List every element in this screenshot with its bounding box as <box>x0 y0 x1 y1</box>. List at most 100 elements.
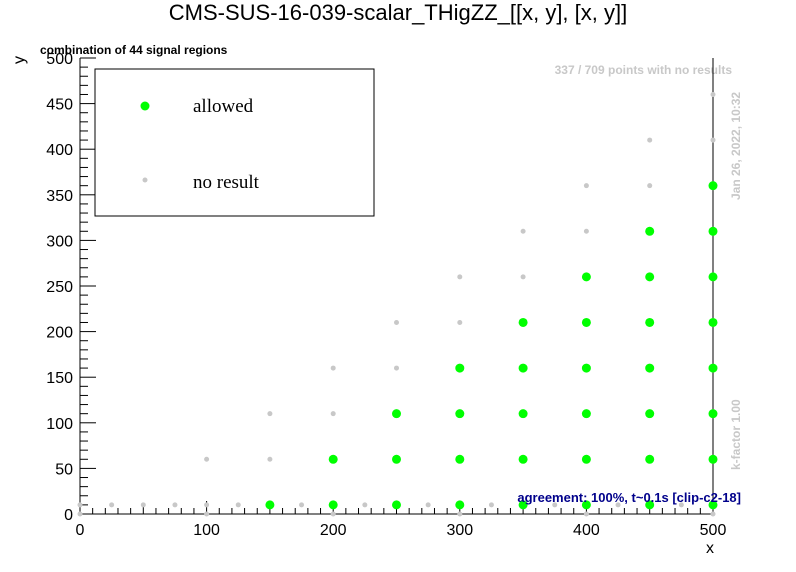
no-result-point <box>583 228 589 234</box>
x-tick-label: 500 <box>700 522 727 539</box>
allowed-point <box>581 272 591 282</box>
allowed-point <box>455 363 465 373</box>
allowed-point <box>518 317 528 327</box>
x-tick-label: 400 <box>573 522 600 539</box>
no-result-point <box>583 511 589 517</box>
allowed-point <box>328 500 338 510</box>
allowed-point <box>518 363 528 373</box>
allowed-point <box>455 500 465 510</box>
no-result-point <box>520 228 526 234</box>
no-result-point <box>267 411 273 417</box>
allowed-point <box>645 409 655 419</box>
no-result-point <box>330 365 336 371</box>
agreement-label: agreement: 100%, t~0.1s [clip-c2-18] <box>517 490 741 505</box>
allowed-point <box>708 454 718 464</box>
x-tick-label: 0 <box>76 522 85 539</box>
no-result-point <box>204 511 210 517</box>
y-tick-label: 150 <box>46 370 73 387</box>
no-result-point <box>394 365 399 371</box>
y-tick-label: 500 <box>46 51 73 68</box>
allowed-point <box>708 500 718 510</box>
allowed-point <box>708 272 718 282</box>
no-result-point <box>457 511 463 517</box>
no-result-point <box>457 319 463 325</box>
allowed-point <box>265 500 275 510</box>
no-result-point <box>710 511 716 517</box>
points-note: 337 / 709 points with no results <box>555 63 733 77</box>
legend-label-allowed: allowed <box>193 96 254 117</box>
no-result-point <box>647 137 653 143</box>
allowed-point <box>518 500 528 510</box>
legend-label-no-result: no result <box>193 172 260 193</box>
allowed-point <box>581 317 591 327</box>
y-tick-label: 300 <box>46 233 73 250</box>
allowed-point <box>581 454 591 464</box>
no-result-point <box>710 137 716 143</box>
no-result-point <box>552 502 558 508</box>
no-result-point <box>267 456 273 462</box>
y-tick-label: 50 <box>55 461 73 478</box>
no-result-point <box>299 502 305 508</box>
no-result-point <box>362 502 368 508</box>
allowed-point <box>708 363 718 373</box>
y-axis-label: y <box>11 56 28 64</box>
y-tick-label: 400 <box>46 142 73 159</box>
y-tick-label: 100 <box>46 416 73 433</box>
data-points <box>77 91 718 517</box>
allowed-point <box>392 454 401 464</box>
chart-title: CMS-SUS-16-039-scalar_THigZZ_[[x, y], [x… <box>169 0 627 25</box>
allowed-point <box>708 409 718 419</box>
no-result-point <box>77 502 83 508</box>
no-result-point <box>583 183 589 189</box>
legend-marker-allowed <box>140 101 150 111</box>
y-tick-label: 0 <box>64 507 73 524</box>
allowed-point <box>392 500 401 510</box>
no-result-point <box>488 502 494 508</box>
allowed-point <box>645 454 655 464</box>
no-result-point <box>457 274 463 280</box>
y-tick-label: 450 <box>46 97 73 114</box>
x-tick-label: 100 <box>193 522 220 539</box>
x-tick-label: 200 <box>320 522 347 539</box>
allowed-point <box>581 409 591 419</box>
allowed-point <box>455 454 465 464</box>
no-result-point <box>710 91 716 97</box>
allowed-point <box>708 226 718 236</box>
allowed-point <box>645 317 655 327</box>
x-tick-label: 300 <box>446 522 473 539</box>
no-result-point <box>520 274 526 280</box>
no-result-point <box>77 511 83 517</box>
allowed-point <box>328 454 338 464</box>
kfactor-label: k-factor 1.00 <box>729 399 743 470</box>
allowed-point <box>392 409 401 419</box>
allowed-point <box>645 272 655 282</box>
no-result-point <box>204 456 210 462</box>
allowed-point <box>708 317 718 327</box>
allowed-point <box>645 363 655 373</box>
chart-subtitle: combination of 44 signal regions <box>40 43 228 57</box>
axes: 0 100 200 300 400 500 0 50 100 150 200 250 300 350 400… <box>46 51 726 539</box>
allowed-point <box>518 409 528 419</box>
y-tick-label: 250 <box>46 279 73 296</box>
x-axis-label: x <box>706 540 714 557</box>
allowed-point <box>645 500 655 510</box>
allowed-point <box>581 363 591 373</box>
allowed-point <box>455 409 465 419</box>
legend: allowed no result <box>94 68 375 217</box>
no-result-point <box>204 502 210 508</box>
allowed-point <box>645 226 655 236</box>
no-result-point <box>140 502 146 508</box>
allowed-point <box>708 181 718 191</box>
no-result-point <box>678 502 684 508</box>
legend-marker-no-result <box>142 177 148 183</box>
no-result-point <box>109 502 115 508</box>
timestamp-label: Jan 26, 2022, 10:32 <box>729 92 743 200</box>
y-tick-label: 350 <box>46 188 73 205</box>
no-result-point <box>647 183 653 189</box>
legend-box <box>94 68 375 217</box>
no-result-point <box>330 411 336 417</box>
allowed-point <box>518 454 528 464</box>
no-result-point <box>172 502 178 508</box>
allowed-point <box>581 500 591 510</box>
